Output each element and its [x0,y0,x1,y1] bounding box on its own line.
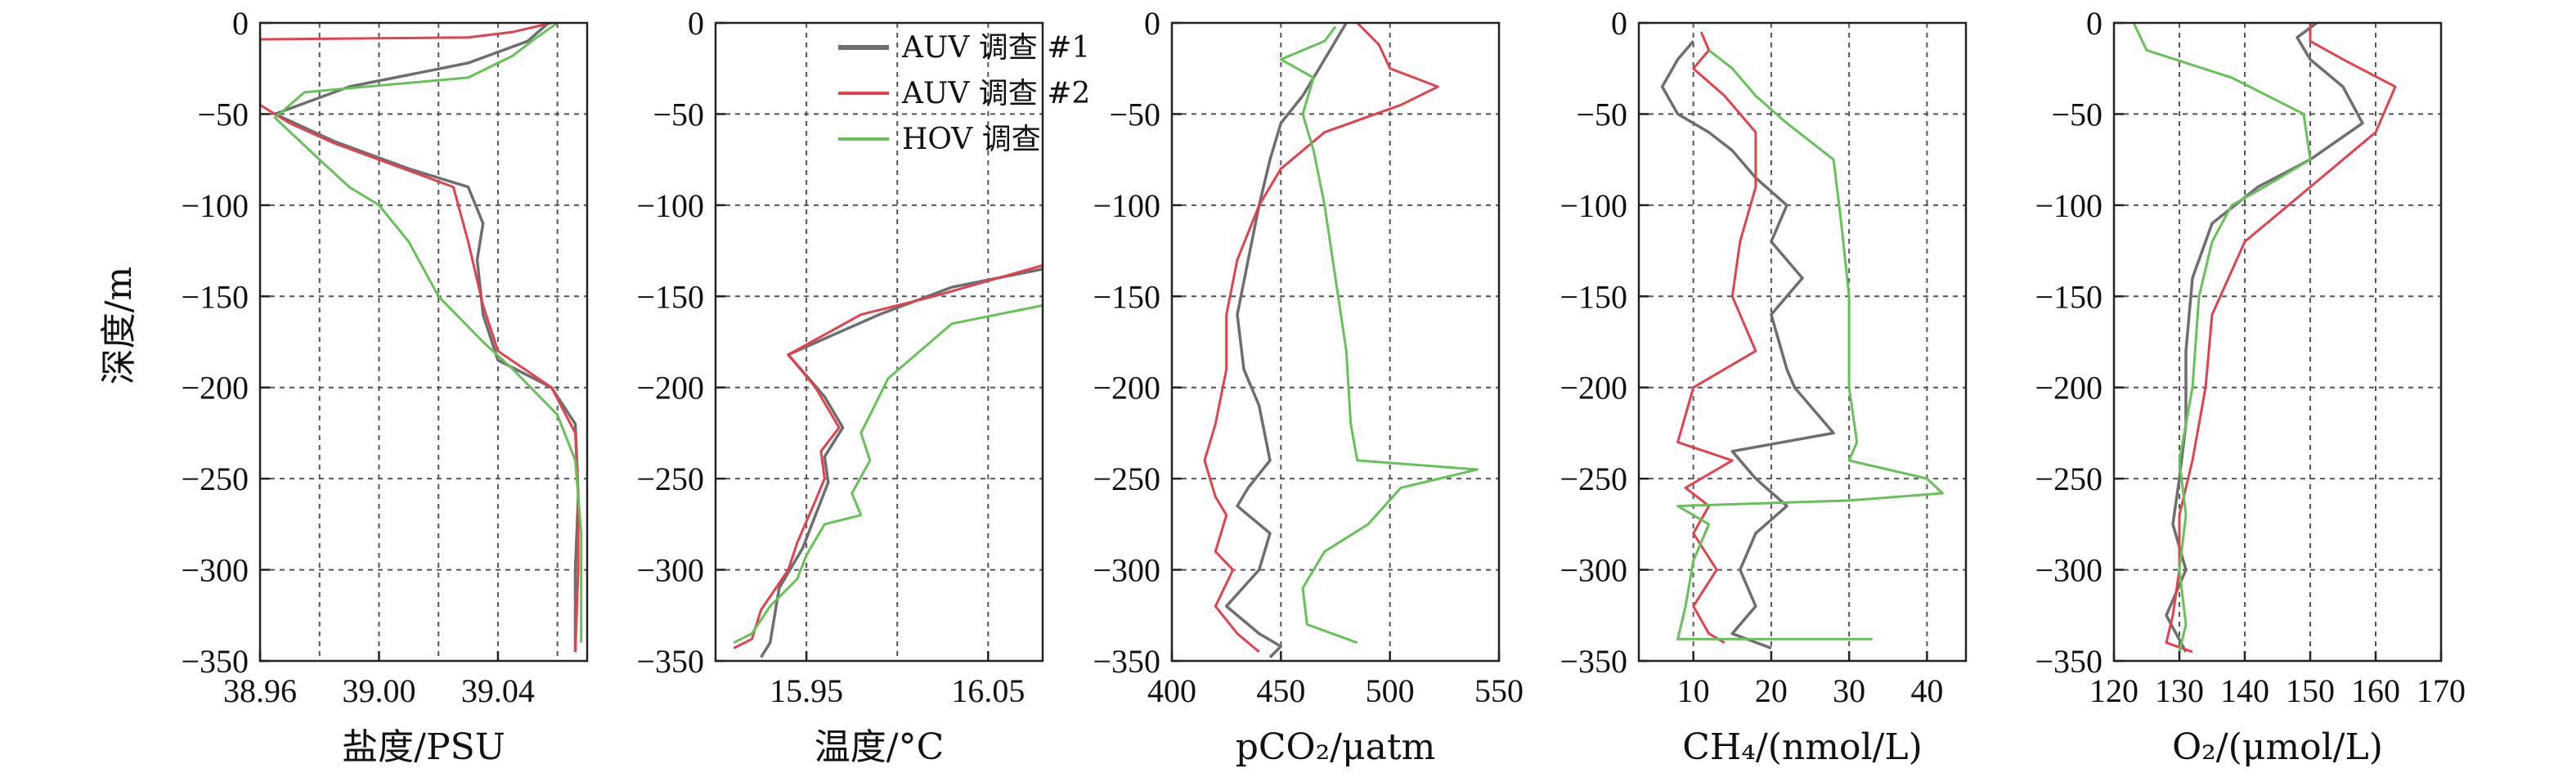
y-tick-label: −50 [197,96,249,133]
y-tick-label: −350 [1560,643,1627,680]
y-tick-label: −300 [2035,552,2103,589]
plot-frame [258,21,589,663]
plot-frame [2112,21,2443,663]
plot-frame [1170,21,1501,663]
y-tick-label: −100 [636,187,704,224]
y-tick-label: −300 [636,552,704,589]
series-line-3 [733,303,1043,645]
y-tick-label: −100 [1560,187,1627,224]
y-tick-label: −300 [181,552,249,589]
series-line-1 [1660,40,1835,650]
y-tick-label: −100 [181,187,249,224]
y-tick-label: −250 [1560,461,1627,497]
panel-2: 0 −50 −100 −150 −200 −250 −300 −350 15.95 16.05温度… [636,5,1090,768]
y-tick-label: −250 [1093,461,1160,497]
series-line-1 [1224,23,1348,658]
y-axis-label: 深度/m [98,267,140,385]
x-tick-label: 15.95 [770,672,843,709]
y-tick-label: 0 [1611,5,1627,42]
x-tick-label: 10 [1677,672,1710,709]
x-axis-label: 盐度/PSU [342,726,505,768]
y-tick-label: −250 [181,461,249,497]
x-tick-label: 39.04 [461,672,535,709]
y-tick-label: −100 [1093,187,1160,224]
series-line-1 [273,23,580,652]
x-tick-label: 550 [1474,672,1524,709]
y-tick-label: −150 [636,278,704,315]
y-tick-label: −50 [1109,96,1160,133]
plot-frame [1637,21,1968,663]
x-tick-label: 39.00 [342,672,415,709]
series-line-3 [1279,25,1479,645]
x-tick-label: 20 [1755,672,1788,709]
y-tick-label: −150 [1560,278,1627,315]
series-group [2132,23,2397,654]
y-tick-label: −350 [1093,643,1160,680]
series-line-1 [760,267,1043,658]
y-tick-label: −150 [1093,278,1160,315]
series-line-3 [1676,49,1944,640]
x-tick-label: 40 [1910,672,1943,709]
series-line-3 [2132,23,2312,653]
series-line-3 [273,23,583,643]
y-tick-label: −100 [2035,187,2103,224]
legend-label-3: HOV 调查 [902,123,1041,156]
series-line-2 [1203,23,1439,654]
legend: AUV 调查 #1 AUV 调查 #2 HOV 调查 [838,31,1090,156]
y-tick-label: −200 [181,370,249,407]
y-tick-label: −200 [2035,370,2103,407]
series-line-2 [260,23,580,652]
legend-label-1: AUV 调查 #1 [901,31,1090,65]
x-tick-label: 450 [1256,672,1305,709]
plot-frame [714,21,1044,663]
y-tick-label: −350 [636,643,704,680]
y-tick-label: 0 [2086,5,2103,42]
series-group [1203,23,1479,658]
y-tick-label: −250 [2035,461,2103,497]
x-tick-label: 160 [2351,672,2400,709]
x-tick-label: 30 [1833,672,1865,709]
legend-label-2: AUV 调查 #2 [901,77,1090,110]
series-group [260,23,583,652]
x-axis-label: 温度/°C [815,726,945,768]
y-tick-label: −50 [2051,96,2103,133]
x-axis-label: O₂/(μmol/L) [2172,726,2383,768]
x-tick-label: 140 [2220,672,2269,709]
y-tick-label: −150 [2035,278,2103,315]
x-tick-label: 150 [2286,672,2335,709]
x-tick-label: 500 [1366,672,1415,709]
series-line-2 [1676,31,1757,644]
series-line-2 [2165,23,2397,654]
y-tick-label: −50 [1576,96,1627,133]
y-tick-label: −350 [2035,643,2103,680]
y-tick-label: 0 [688,5,704,42]
y-tick-label: −300 [1093,552,1160,589]
x-axis-label: pCO₂/μatm [1236,726,1436,768]
x-tick-label: 120 [2089,672,2138,709]
panel-4: 0 −50 −100 −150 −200 −250 −300 −350 10 20 30 40 CH₄/… [1560,5,1968,768]
x-tick-label: 170 [2417,672,2466,709]
y-tick-label: 0 [232,5,249,42]
x-tick-label: 130 [2155,672,2204,709]
x-tick-label: 400 [1147,672,1196,709]
y-tick-label: −200 [636,370,704,407]
y-tick-label: 0 [1144,5,1160,42]
series-line-2 [733,263,1043,649]
y-tick-label: −350 [181,643,249,680]
x-axis-label: CH₄/(nmol/L) [1682,726,1923,768]
y-tick-label: −50 [653,96,704,133]
series-group [733,263,1043,658]
y-tick-label: −300 [1560,552,1627,589]
y-tick-label: −200 [1560,370,1627,407]
y-tick-label: −200 [1093,370,1160,407]
y-tick-label: −250 [636,461,704,497]
y-tick-label: −150 [181,278,249,315]
x-tick-label: 38.96 [223,672,297,709]
x-tick-label: 16.05 [951,672,1025,709]
series-group [1660,31,1944,650]
